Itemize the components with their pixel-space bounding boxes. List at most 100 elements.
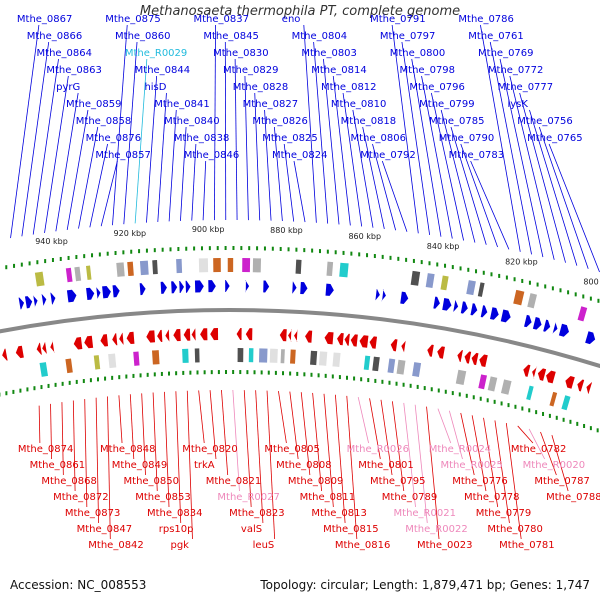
- label-leader-line: [283, 143, 295, 222]
- inner-feature-block: [194, 348, 200, 363]
- scale-tick-label: 840 kbp: [427, 242, 460, 251]
- label-leader-line: [38, 405, 41, 444]
- label-leader-line: [426, 406, 440, 540]
- reverse-gene-label: Mthe_0842: [88, 540, 144, 551]
- inner-tick-mark: [104, 376, 107, 381]
- outer-feature-block: [440, 275, 449, 291]
- label-leader-line: [244, 75, 249, 221]
- gene-labels: Mthe_0867 Mthe_0866 Mthe_0864 Mthe_0863 pyrG…: [17, 14, 600, 551]
- outer-tick-mark: [420, 260, 423, 265]
- inner-tick-mark: [317, 373, 320, 378]
- inner-feature-block: [93, 355, 101, 370]
- reverse-cds-gene: [119, 332, 124, 345]
- outer-tick-mark: [498, 273, 501, 278]
- outer-tick-mark: [5, 265, 8, 270]
- inner-feature-block: [500, 379, 512, 395]
- inner-tick-mark: [26, 387, 29, 392]
- forward-gene-label: Mthe_0830: [213, 48, 269, 59]
- label-leader-line: [84, 399, 88, 508]
- forward-cds-gene: [102, 285, 111, 299]
- inner-feature-block: [332, 352, 341, 367]
- inner-tick-mark: [260, 370, 263, 375]
- label-leader-line: [483, 417, 499, 508]
- label-leader-line: [494, 420, 510, 524]
- scale-tick-label: 940 kbp: [35, 237, 68, 246]
- genome-backbone: [0, 308, 600, 369]
- forward-gene-label: Mthe_0810: [331, 99, 387, 110]
- forward-cds-gene: [194, 280, 204, 293]
- reverse-gene-label: Mthe_0868: [41, 476, 97, 487]
- inner-tick-mark: [423, 386, 426, 391]
- label-leader-line: [517, 425, 534, 444]
- forward-cds-gene: [263, 280, 270, 293]
- reverse-gene-label: Mthe_R0021: [394, 508, 456, 519]
- inner-tick-mark: [132, 373, 135, 378]
- inner-tick-mark: [75, 379, 78, 384]
- outer-tick-mark: [91, 253, 94, 258]
- inner-feature-block: [526, 385, 534, 401]
- label-leader-line: [380, 399, 393, 476]
- forward-cds-gene: [96, 287, 101, 299]
- label-leader-line: [55, 92, 79, 232]
- label-leader-line: [352, 109, 374, 228]
- label-leader-line: [332, 75, 351, 226]
- label-leader-line: [214, 24, 216, 221]
- label-leader-line: [312, 392, 323, 492]
- reverse-gene-label: Mthe_0795: [370, 476, 426, 487]
- reverse-cds-gene: [359, 335, 369, 348]
- forward-gene-label: Mthe_0785: [429, 116, 485, 127]
- outer-tick-mark: [240, 246, 243, 251]
- inner-tick-mark: [203, 370, 206, 375]
- reverse-cds-gene: [42, 341, 47, 354]
- outer-tick-mark: [177, 247, 180, 252]
- reverse-cds-gene: [288, 329, 293, 342]
- forward-cds-gene: [185, 280, 191, 293]
- reverse-gene-label: Mthe_0778: [464, 492, 520, 503]
- label-leader-line: [254, 92, 261, 221]
- label-leader-line: [538, 126, 589, 269]
- inner-tick-mark: [274, 370, 277, 375]
- label-leader-line: [232, 389, 240, 492]
- inner-tick-mark: [409, 383, 412, 388]
- outer-tick-mark: [36, 260, 39, 265]
- reverse-cds-gene: [279, 329, 287, 342]
- outer-tick-mark: [256, 246, 259, 251]
- inner-tick-mark: [118, 375, 121, 380]
- label-leader-line: [437, 408, 452, 444]
- label-leader-line: [335, 394, 346, 524]
- inner-tick-mark: [267, 370, 270, 375]
- label-leader-line: [44, 75, 69, 233]
- inner-tick-mark: [576, 421, 579, 426]
- outer-tick-mark: [482, 270, 485, 275]
- inner-tick-mark: [146, 372, 149, 377]
- reverse-gene-label: Mthe_0815: [323, 524, 379, 535]
- forward-cds-gene: [208, 280, 216, 293]
- inner-tick-mark: [246, 370, 249, 375]
- outer-tick-mark: [381, 254, 384, 259]
- reverse-gene-label: Mthe_0776: [452, 476, 508, 487]
- reverse-cds-gene: [324, 331, 334, 345]
- outer-feature-block: [127, 261, 134, 277]
- reverse-cds-gene: [427, 344, 434, 357]
- forward-gene-label: Mthe_0790: [439, 133, 495, 144]
- label-leader-line: [303, 24, 317, 223]
- reverse-gene-label: Mthe_0813: [311, 508, 367, 519]
- outer-feature-block: [513, 289, 525, 306]
- inner-feature-block: [487, 376, 498, 392]
- reverse-cds-gene: [157, 329, 163, 342]
- reverse-gene-label: Mthe_0850: [124, 476, 179, 487]
- forward-cds-gene: [50, 292, 56, 305]
- inner-feature-block: [248, 348, 254, 363]
- outer-tick-mark: [208, 246, 211, 251]
- forward-gene-label: Mthe_0824: [272, 150, 328, 161]
- label-leader-line: [129, 394, 135, 460]
- reverse-gene-label: Mthe_0801: [358, 460, 414, 471]
- label-leader-line: [519, 92, 566, 263]
- reverse-gene-label: valS: [241, 524, 262, 535]
- outer-tick-mark: [185, 246, 188, 251]
- label-leader-line: [430, 92, 465, 241]
- reverse-gene-label: Mthe_0873: [65, 508, 121, 519]
- outer-tick-mark: [200, 246, 203, 251]
- inner-tick-mark: [175, 371, 178, 376]
- reverse-gene-label: Mthe_R0020: [523, 460, 585, 471]
